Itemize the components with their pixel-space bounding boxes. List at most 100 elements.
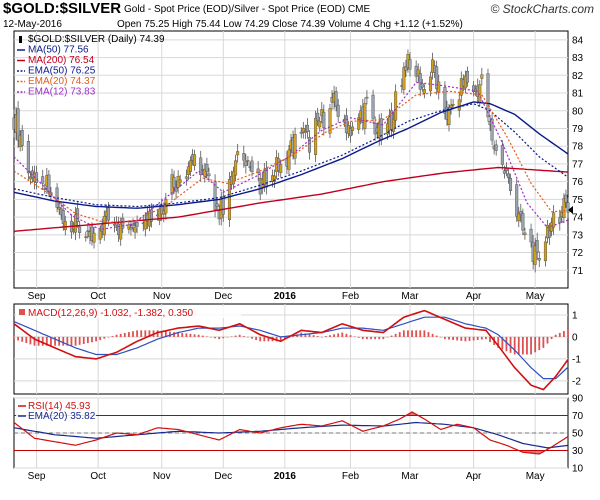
candle-up [227,179,231,221]
macd-histogram-bar [538,336,541,351]
macd-histogram-bar [378,336,381,340]
macd-histogram-bar [542,336,545,348]
x-tick-label-bottom: Apr [466,471,482,482]
candle-down [213,181,217,210]
macd-histogram-bar [62,336,65,346]
candle-down [509,177,513,191]
candle-down [537,258,541,261]
macd-histogram-bar [353,336,356,337]
symbol-title: $GOLD:$SILVER [3,0,122,17]
candle-down [172,176,176,188]
rsi-overbought-fill [411,412,414,416]
candle-up [102,215,106,236]
macd-histogram-bar [316,336,319,337]
candle-down [371,94,375,119]
price-y-tick-label: 81 [572,89,584,100]
macd-histogram-bar [164,331,167,337]
macd-histogram-bar [66,336,69,346]
macd-histogram-bar [111,336,114,337]
exchange-text: CME [347,4,371,15]
macd-histogram-bar [247,336,249,338]
macd-histogram-bar [128,332,130,337]
macd-histogram-bar [468,336,471,341]
x-tick-label-bottom: Mar [401,471,419,482]
macd-histogram-bar [189,333,192,337]
macd-y-tick-label: -1 [572,354,581,365]
candle-down [20,130,24,146]
macd-legend-label: MACD(12,26,9) -1.032, -1.382, 0.350 [28,308,194,319]
ema12-line [13,81,569,231]
candle-down [299,131,303,134]
macd-histogram-bar [546,336,549,344]
macd-histogram-bar [341,332,344,337]
x-tick-label: Mar [401,291,419,302]
macd-histogram-bar [242,336,245,337]
candle-up [392,118,396,132]
symbol-description: Gold - Spot Price (EOD)/Silver - Spot Pr… [124,4,370,15]
rsi-overbought-fill [413,413,416,416]
candle-down [443,87,447,114]
candle-down [564,194,568,203]
macd-histogram-bar [382,336,385,340]
candle-up [84,236,88,238]
last-price-marker [568,206,573,215]
candle-down [244,161,248,167]
macd-histogram-bar [534,336,537,353]
candle-up [351,126,355,131]
macd-histogram-bar [489,336,491,343]
price-y-tick-label: 84 [572,35,584,46]
macd-histogram-bar [263,336,266,342]
macd-histogram-bar [361,336,364,340]
candle-down [502,170,506,174]
macd-histogram-bar [259,336,262,342]
candle-down [490,118,494,141]
macd-histogram-bar [78,336,81,345]
candle-down [535,240,539,253]
macd-histogram-bar [25,336,28,344]
candle-up [246,160,250,162]
rsi-overbought-fill [409,413,412,416]
candle-down [515,184,519,217]
candle-down [47,174,51,193]
macd-histogram-bar [41,336,44,346]
candle-up [57,206,61,210]
macd-histogram-bar [218,336,221,340]
legend-label: MA(200) 76.54 [28,55,95,66]
macd-histogram-bar [357,336,360,338]
x-tick-label: May [526,291,545,302]
candle-down [494,144,498,151]
candle-up [552,212,556,228]
x-tick-label-bottom: Nov [153,471,171,482]
rsi-oversold-fill [538,450,541,454]
price-y-tick-label: 73 [572,230,584,241]
candle-down [408,59,412,70]
macd-histogram-bar [402,330,405,337]
x-tick-label: Feb [342,291,360,302]
macd-histogram-bar [312,335,315,337]
macd-histogram-bar [562,331,565,337]
legend-label: MA(50) 77.56 [28,45,89,56]
candle-up [533,245,537,265]
macd-histogram-bar [292,336,294,337]
x-tick-label: Apr [466,291,482,302]
candle-up [314,117,318,155]
macd-legend-swatch [19,309,25,315]
candle-down [558,217,562,224]
macd-histogram-bar [91,336,93,343]
macd-histogram-bar [17,336,20,341]
candle-up [127,224,131,230]
macd-histogram-bar [70,336,73,346]
candle-down [221,196,225,215]
candle-up [402,67,406,90]
x-tick-label-bottom: May [526,471,545,482]
rsi-oversold-fill [523,450,526,453]
rsi-y-tick-label: 90 [572,394,584,405]
macd-histogram-bar [419,330,422,337]
macd-histogram-bar [185,333,188,337]
candle-up [293,134,297,159]
macd-histogram-bar [521,336,524,355]
macd-histogram-bar [140,330,143,337]
macd-histogram-bar [333,334,335,337]
candle-down [506,173,510,179]
ema50-line [13,103,569,208]
